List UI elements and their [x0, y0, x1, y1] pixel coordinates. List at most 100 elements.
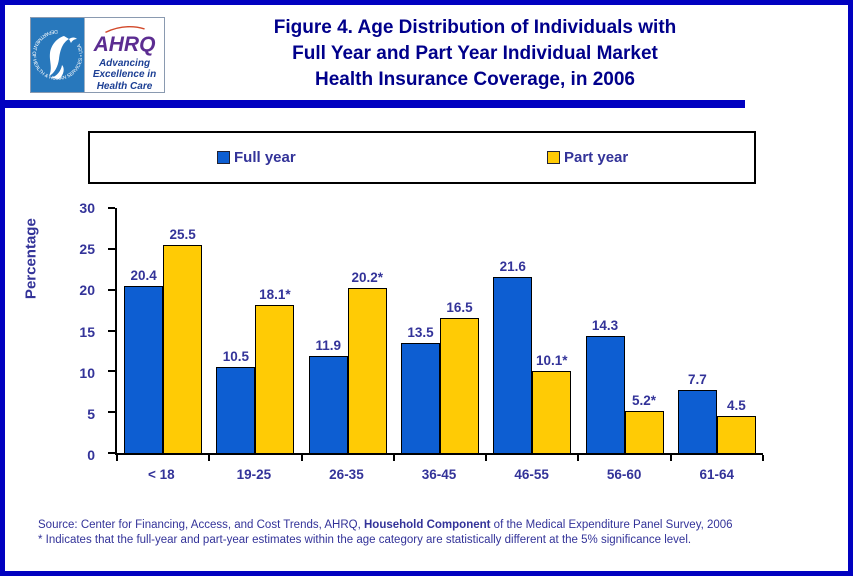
bar-wrap: 10.1*	[532, 208, 572, 453]
bar-wrap: 7.7	[677, 208, 717, 453]
legend-label-part-year: Part year	[564, 149, 629, 166]
hhs-seal-icon: DEPARTMENT OF HEALTH & HUMAN SERVICES • …	[30, 18, 85, 92]
figure-title-line-3: Health Insurance Coverage, in 2006	[315, 69, 635, 90]
legend-label-full-year: Full year	[234, 149, 296, 166]
bar-wrap: 20.4	[124, 208, 164, 453]
y-tick-mark	[108, 411, 115, 414]
y-axis-title: Percentage	[22, 218, 40, 300]
bar-wrap: 18.1*	[255, 208, 295, 453]
bar	[216, 367, 256, 453]
bar-wrap: 11.9	[308, 208, 348, 453]
bar-wrap: 25.5	[163, 208, 203, 453]
x-tick-mark	[577, 455, 580, 461]
bar-value-label: 25.5	[169, 226, 196, 242]
y-tick-mark	[108, 452, 115, 454]
y-tick-mark	[108, 288, 115, 291]
bar-value-label: 7.7	[687, 372, 707, 388]
chart-legend: Full year Part year	[88, 131, 756, 184]
bar	[439, 318, 479, 453]
bar-group: 21.6 10.1*	[486, 208, 578, 453]
full-year-swatch-icon	[217, 151, 230, 164]
bar	[347, 288, 387, 453]
figure-title-line-2: Full Year and Part Year Individual Marke…	[292, 43, 658, 64]
bar-wrap: 10.5	[216, 208, 256, 453]
bar	[308, 355, 348, 453]
bar-value-label: 20.4	[130, 268, 157, 284]
bar-value-label: 13.5	[407, 324, 434, 340]
x-tick-mark	[116, 455, 118, 461]
bar-value-label: 11.9	[315, 337, 341, 353]
bar-group: 7.7 4.5	[671, 208, 763, 453]
y-tick-label: 15	[79, 323, 95, 340]
x-category-label: < 18	[147, 467, 175, 482]
x-category-label: 61-64	[699, 467, 735, 482]
ahrq-tagline-line: Advancing	[98, 57, 151, 69]
x-category-label: 26-35	[329, 467, 364, 482]
y-tick-label: 0	[87, 447, 95, 463]
bar-value-label: 20.2*	[351, 270, 383, 286]
ahrq-logo: AHRQ Advancing Excellence in Health Care	[84, 18, 164, 92]
plot-area: 20.4 25.5 10.5 18.1* 11.9 20.2* 13.5 16.5 21.6 10…	[108, 207, 764, 461]
bar	[400, 342, 440, 453]
bar-value-label: 14.3	[591, 318, 619, 334]
x-category-label: 19-25	[236, 467, 272, 482]
bar-group: 14.3 5.2*	[578, 208, 670, 453]
part-year-swatch-icon	[547, 151, 560, 164]
bar-value-label: 10.1*	[536, 352, 568, 368]
legend-item-part-year: Part year	[547, 133, 628, 182]
bar-group: 10.5 18.1*	[209, 208, 301, 453]
x-axis-labels: < 18 19-25 26-35 36-45 46-55 56-60 61-64	[115, 467, 763, 482]
agency-logos: DEPARTMENT OF HEALTH & HUMAN SERVICES • …	[30, 17, 165, 93]
significance-note: * Indicates that the full-year and part-…	[38, 534, 692, 546]
bar	[677, 390, 717, 453]
ahrq-tagline-line: Excellence in	[92, 69, 157, 80]
bar	[585, 336, 625, 453]
ahrq-tagline-line: Health Care	[96, 80, 153, 92]
source-suffix: of the Medical Expenditure Panel Survey,…	[490, 519, 733, 531]
x-tick-mark	[208, 455, 211, 461]
y-tick-mark	[108, 370, 115, 373]
bar-group: 20.4 25.5	[117, 208, 209, 453]
y-axis-labels: 0 5 10 15 20 25 30	[67, 201, 105, 462]
legend-item-full-year: Full year	[217, 133, 296, 182]
bar	[163, 244, 203, 453]
figure-title-line-1: Figure 4. Age Distribution of Individual…	[273, 17, 677, 38]
x-category-label: 46-55	[514, 467, 549, 482]
bar-value-label: 18.1*	[259, 287, 291, 303]
bar-value-label: 4.5	[726, 398, 746, 414]
bar	[493, 276, 533, 453]
source-emphasis: Household Component	[363, 519, 491, 531]
bar-wrap: 4.5	[716, 208, 756, 453]
figure-title: Figure 4. Age Distribution of Individual…	[175, 15, 775, 93]
y-tick-mark	[108, 207, 115, 209]
x-category-label: 36-45	[421, 467, 457, 482]
source-line: Source: Center for Financing, Access, an…	[38, 518, 828, 533]
y-tick-label: 20	[79, 282, 95, 299]
bar-wrap: 21.6	[493, 208, 533, 453]
ahrq-arc-icon	[104, 25, 145, 34]
y-tick-label: 30	[79, 200, 95, 216]
header-divider-bar	[5, 100, 745, 108]
hhs-eagle-icon: DEPARTMENT OF HEALTH & HUMAN SERVICES • …	[30, 28, 84, 82]
x-tick-mark	[669, 455, 672, 461]
bar	[255, 305, 295, 453]
ahrq-acronym: AHRQ	[93, 32, 156, 56]
bar-wrap: 20.2*	[347, 208, 387, 453]
bar-groups: 20.4 25.5 10.5 18.1* 11.9 20.2* 13.5 16.5 21.6 10…	[117, 208, 763, 453]
y-tick-mark	[108, 247, 115, 250]
footer-notes: Source: Center for Financing, Access, an…	[38, 518, 828, 548]
ahrq-tagline: Advancing Excellence in Health Care	[93, 58, 156, 93]
bar-group: 11.9 20.2*	[302, 208, 394, 453]
bar	[716, 416, 756, 453]
bar-value-label: 21.6	[499, 258, 526, 274]
x-tick-mark	[300, 455, 303, 461]
source-prefix: Source: Center for Financing, Access, an…	[38, 519, 364, 531]
bar	[124, 286, 164, 453]
x-category-label: 56-60	[606, 467, 642, 482]
bar-value-label: 16.5	[446, 300, 473, 316]
bar	[624, 410, 664, 453]
x-tick-mark	[762, 455, 764, 461]
bar	[532, 370, 572, 453]
bar-wrap: 16.5	[439, 208, 479, 453]
